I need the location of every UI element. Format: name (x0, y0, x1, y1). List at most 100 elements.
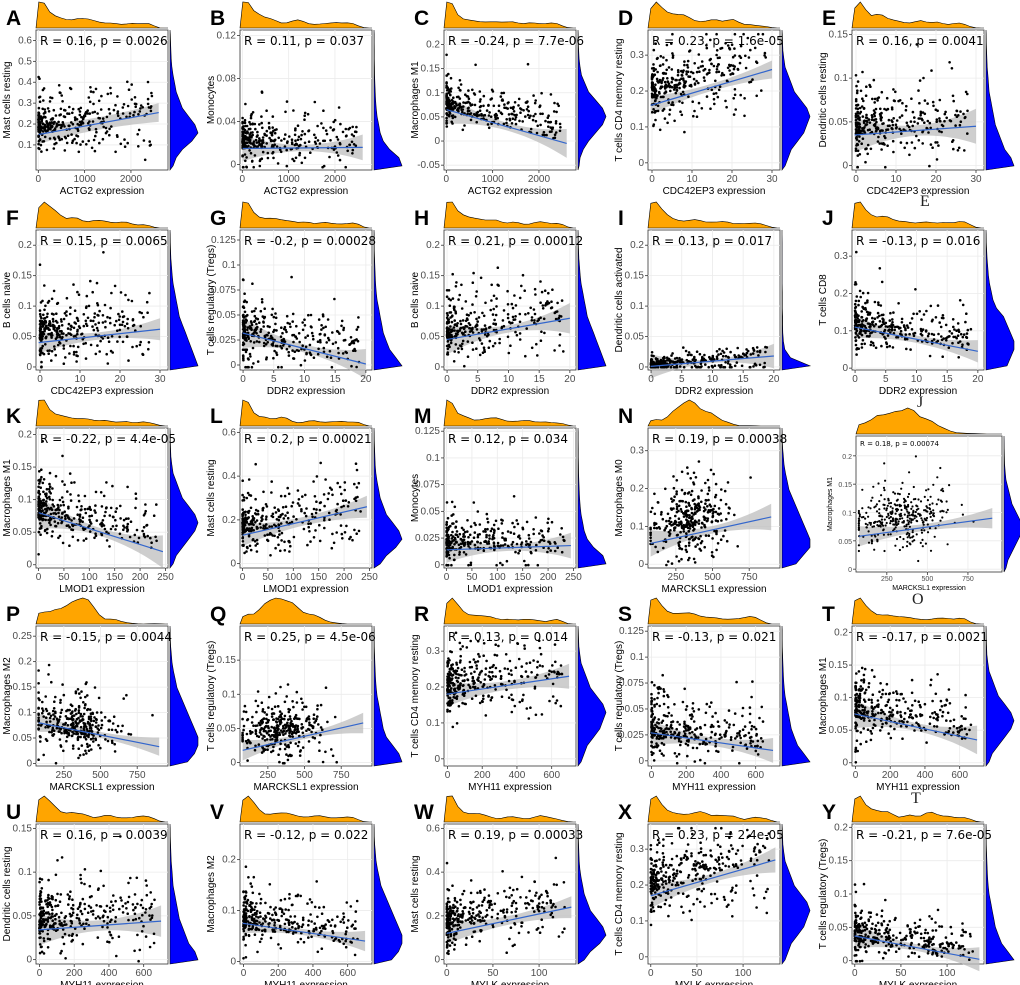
data-point (499, 111, 503, 114)
data-point (244, 314, 248, 318)
data-point (527, 109, 530, 113)
data-point (500, 522, 504, 525)
data-point (684, 349, 688, 353)
y-tick-label: 0.05 (421, 506, 441, 517)
data-point (272, 156, 275, 160)
data-point (447, 535, 450, 538)
y-axis-label: Macrophages M1 (2, 459, 13, 537)
data-point (466, 519, 469, 522)
data-point (266, 151, 270, 155)
data-point (476, 320, 479, 323)
data-point (492, 533, 495, 537)
data-point (542, 539, 546, 542)
data-point (717, 88, 721, 92)
x-tick-label: 0 (240, 174, 246, 185)
data-point (243, 121, 247, 125)
data-point (684, 84, 687, 88)
data-point (255, 519, 259, 522)
data-point (934, 108, 938, 111)
data-point (60, 496, 64, 499)
data-point (554, 122, 558, 125)
data-point (253, 540, 257, 543)
data-point (683, 63, 686, 67)
data-point (108, 545, 111, 548)
right-density (169, 29, 199, 171)
data-point (130, 98, 133, 101)
data-point (355, 328, 359, 331)
data-point (328, 155, 331, 159)
data-point (666, 560, 670, 563)
data-point (70, 481, 73, 484)
data-point (685, 358, 689, 362)
data-point (110, 291, 113, 295)
data-point (327, 511, 331, 515)
data-point (53, 128, 57, 132)
data-point (110, 335, 114, 338)
data-point (721, 354, 725, 358)
data-point (453, 543, 456, 546)
data-point (897, 302, 900, 305)
data-point (854, 343, 858, 347)
data-point (950, 67, 954, 70)
data-point (659, 95, 663, 99)
data-point (503, 106, 506, 109)
data-point (557, 104, 560, 108)
data-point (357, 529, 361, 533)
y-tick-label: 0.05 (829, 117, 849, 128)
data-point (243, 128, 247, 132)
data-point (920, 334, 924, 337)
data-point (675, 88, 679, 92)
data-point (150, 94, 154, 98)
data-point (733, 88, 737, 91)
data-point (273, 138, 277, 142)
data-point (707, 489, 711, 492)
data-point (75, 505, 79, 509)
data-point (451, 116, 455, 120)
data-point (63, 149, 67, 152)
data-point (732, 67, 736, 71)
x-tick-label: 20 (726, 174, 738, 185)
data-point (861, 291, 865, 295)
data-point (905, 324, 909, 327)
data-point (333, 297, 336, 301)
data-point (874, 323, 878, 326)
data-point (492, 531, 496, 534)
data-point (874, 107, 878, 111)
data-point (303, 111, 307, 115)
data-point (51, 530, 54, 533)
x-tick-label: 0 (444, 374, 450, 385)
data-point (79, 143, 82, 146)
data-point (65, 296, 69, 300)
data-point (653, 361, 656, 365)
data-point (296, 138, 300, 142)
data-point (445, 295, 449, 298)
data-point (149, 109, 153, 113)
data-point (854, 112, 858, 116)
data-point (261, 126, 264, 130)
data-point (135, 528, 139, 532)
data-point (55, 124, 59, 127)
data-point (508, 118, 512, 122)
data-point (38, 263, 42, 266)
data-point (110, 125, 113, 128)
data-point (72, 353, 76, 356)
data-point (866, 152, 869, 156)
data-point (89, 90, 93, 93)
data-point (756, 350, 759, 353)
data-point (692, 482, 696, 486)
data-point (349, 535, 352, 539)
right-density (781, 427, 811, 569)
data-point (42, 115, 46, 118)
data-point (697, 101, 701, 105)
data-point (855, 125, 858, 128)
data-point (876, 140, 880, 143)
data-point (468, 541, 472, 544)
data-point (945, 339, 948, 342)
x-tick-label: 15 (738, 374, 750, 385)
data-point (241, 348, 245, 351)
data-point (52, 327, 55, 331)
data-point (511, 112, 514, 116)
data-point (287, 539, 291, 543)
